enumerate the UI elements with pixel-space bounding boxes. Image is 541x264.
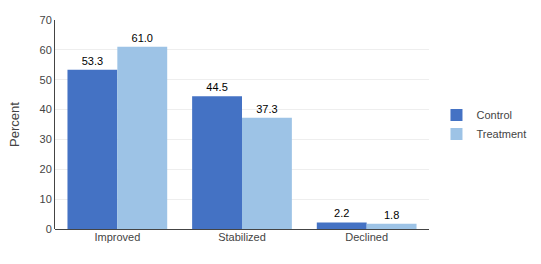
svg-text:1.8: 1.8 — [384, 209, 399, 221]
svg-text:Stabilized: Stabilized — [218, 231, 266, 243]
svg-text:Declined: Declined — [345, 231, 388, 243]
svg-text:60: 60 — [40, 44, 52, 56]
svg-text:30: 30 — [40, 133, 52, 145]
svg-text:44.5: 44.5 — [206, 81, 227, 93]
svg-text:10: 10 — [40, 193, 52, 205]
svg-text:61.0: 61.0 — [132, 32, 153, 44]
svg-text:20: 20 — [40, 163, 52, 175]
svg-text:37.3: 37.3 — [256, 103, 277, 115]
svg-text:Control: Control — [476, 109, 511, 121]
svg-text:70: 70 — [40, 14, 52, 26]
svg-text:Percent: Percent — [7, 102, 22, 147]
svg-text:53.3: 53.3 — [82, 55, 103, 67]
svg-text:Improved: Improved — [94, 231, 140, 243]
svg-text:Treatment: Treatment — [476, 128, 526, 140]
svg-text:40: 40 — [40, 103, 52, 115]
svg-text:50: 50 — [40, 74, 52, 86]
svg-text:0: 0 — [46, 223, 52, 235]
svg-text:2.2: 2.2 — [334, 207, 349, 219]
